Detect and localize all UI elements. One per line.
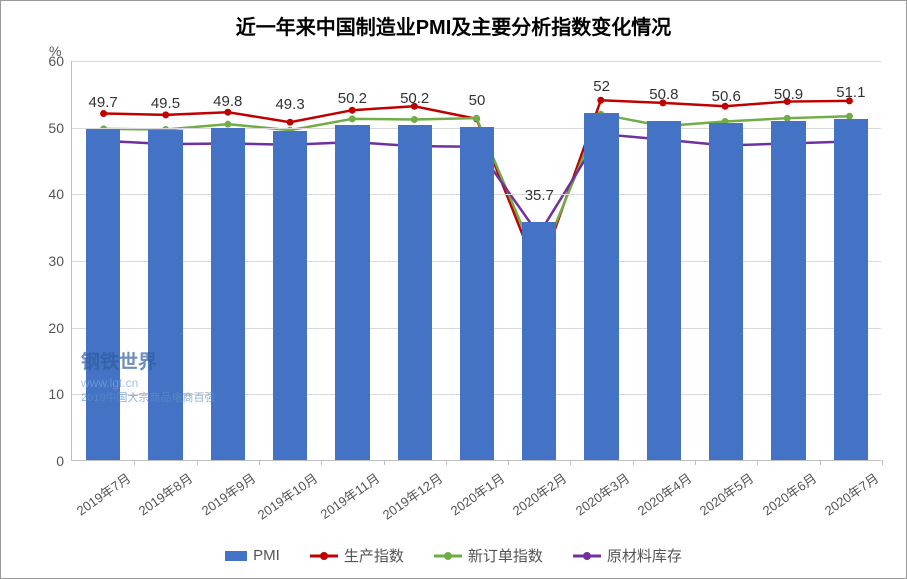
x-tick-label: 2020年1月 xyxy=(440,468,508,524)
y-tick-label: 50 xyxy=(48,120,72,136)
watermark-brand: 钢铁世界 xyxy=(81,351,215,376)
x-tick-label: 2019年12月 xyxy=(377,468,445,524)
x-tick xyxy=(882,460,883,465)
legend-swatch xyxy=(310,549,338,563)
x-tick-label: 2019年10月 xyxy=(253,468,321,524)
gridline xyxy=(72,61,881,62)
legend-label: 新订单指数 xyxy=(468,545,543,566)
series-marker xyxy=(473,115,480,122)
pmi-chart: 近一年来中国制造业PMI及主要分析指数变化情况 % 01020304050604… xyxy=(0,0,907,579)
bar: 49.5 xyxy=(148,130,182,460)
bar: 50 xyxy=(460,127,494,460)
bar: 50.9 xyxy=(771,121,805,460)
series-marker xyxy=(224,121,231,128)
legend-item: PMI xyxy=(225,545,280,566)
bar-value-label: 50.9 xyxy=(774,86,803,103)
series-marker xyxy=(597,97,604,104)
x-tick xyxy=(321,460,322,465)
x-tick-label: 2019年8月 xyxy=(128,468,196,524)
series-marker xyxy=(287,119,294,126)
series-marker xyxy=(162,111,169,118)
x-tick xyxy=(695,460,696,465)
x-tick-label: 2020年3月 xyxy=(564,468,632,524)
bar-value-label: 52 xyxy=(593,78,610,95)
y-tick-label: 10 xyxy=(48,386,72,402)
chart-title: 近一年来中国制造业PMI及主要分析指数变化情况 xyxy=(1,1,906,44)
legend-label: 原材料库存 xyxy=(607,545,682,566)
bar-value-label: 50.6 xyxy=(712,88,741,105)
x-tick-label: 2020年2月 xyxy=(502,468,570,524)
x-tick-label: 2020年6月 xyxy=(751,468,819,524)
bar: 50.2 xyxy=(335,125,369,460)
bar-value-label: 49.7 xyxy=(89,94,118,111)
bar: 50.8 xyxy=(647,121,681,460)
x-tick xyxy=(508,460,509,465)
y-tick-label: 40 xyxy=(48,186,72,202)
bar-value-label: 49.5 xyxy=(151,95,180,112)
x-tick-label: 2019年9月 xyxy=(190,468,258,524)
bar: 50.2 xyxy=(398,125,432,460)
x-tick xyxy=(197,460,198,465)
series-marker xyxy=(349,107,356,114)
bar-value-label: 49.8 xyxy=(213,93,242,110)
bar-value-label: 50.2 xyxy=(338,90,367,107)
bar-value-label: 49.3 xyxy=(275,96,304,113)
bar-value-label: 50.8 xyxy=(649,86,678,103)
bar: 49.3 xyxy=(273,131,307,460)
bar-value-label: 50 xyxy=(469,92,486,109)
x-tick xyxy=(446,460,447,465)
x-tick xyxy=(384,460,385,465)
bar-value-label: 51.1 xyxy=(836,84,865,101)
y-tick-label: 30 xyxy=(48,253,72,269)
watermark-url: www.lgt.cn xyxy=(81,376,215,392)
x-tick xyxy=(259,460,260,465)
x-tick xyxy=(820,460,821,465)
watermark: 钢铁世界 www.lgt.cn 2019中国大宗商品电商百强 xyxy=(81,351,215,406)
bar: 49.8 xyxy=(211,128,245,460)
x-tick xyxy=(570,460,571,465)
series-marker xyxy=(100,110,107,117)
x-tick-label: 2019年11月 xyxy=(315,468,383,524)
x-tick xyxy=(757,460,758,465)
y-tick-label: 20 xyxy=(48,320,72,336)
bar: 35.7 xyxy=(522,222,556,460)
y-tick-label: 0 xyxy=(56,453,72,469)
x-tick xyxy=(633,460,634,465)
legend-item: 原材料库存 xyxy=(573,545,682,566)
bar: 52 xyxy=(584,113,618,460)
bar-value-label: 35.7 xyxy=(525,187,554,204)
legend-item: 新订单指数 xyxy=(434,545,543,566)
x-tick xyxy=(134,460,135,465)
bar-value-label: 50.2 xyxy=(400,90,429,107)
bar: 50.6 xyxy=(709,123,743,460)
legend-swatch xyxy=(225,551,247,561)
watermark-tagline: 2019中国大宗商品电商百强 xyxy=(81,391,215,405)
legend: PMI 生产指数 新订单指数 原材料库存 xyxy=(1,545,906,566)
x-tick-label: 2020年5月 xyxy=(689,468,757,524)
legend-label: PMI xyxy=(253,547,280,564)
bar: 51.1 xyxy=(834,119,868,460)
x-tick-label: 2019年7月 xyxy=(66,468,134,524)
x-tick-label: 2020年7月 xyxy=(814,468,882,524)
legend-item: 生产指数 xyxy=(310,545,404,566)
series-marker xyxy=(349,115,356,122)
bar: 49.7 xyxy=(86,129,120,460)
series-marker xyxy=(411,116,418,123)
legend-label: 生产指数 xyxy=(344,545,404,566)
legend-swatch xyxy=(573,549,601,563)
legend-swatch xyxy=(434,549,462,563)
y-tick-label: 60 xyxy=(48,53,72,69)
x-tick-label: 2020年4月 xyxy=(627,468,695,524)
